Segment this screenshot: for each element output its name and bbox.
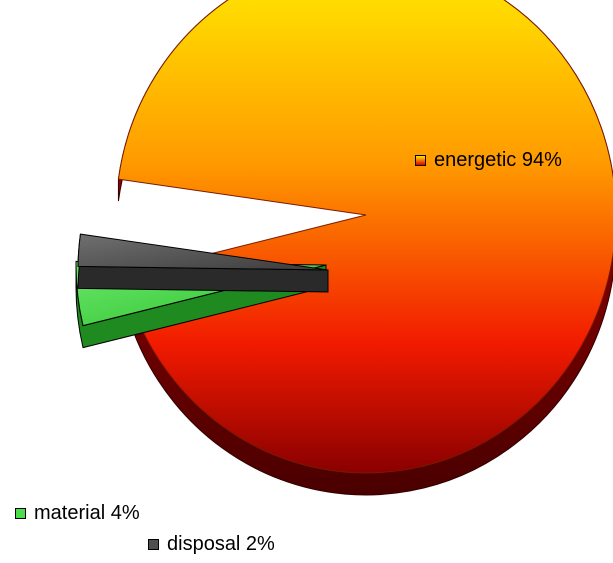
legend-swatch-energetic: [415, 155, 426, 166]
slice-label-material: material 4%: [15, 503, 140, 523]
slice-label-disposal: disposal 2%: [148, 534, 275, 554]
legend-swatch-disposal: [148, 539, 159, 550]
slice-label-energetic: energetic 94%: [415, 150, 562, 170]
slice-label-material-text: material 4%: [34, 503, 140, 523]
slice-label-disposal-text: disposal 2%: [167, 534, 275, 554]
slice-label-energetic-text: energetic 94%: [434, 150, 562, 170]
legend-swatch-material: [15, 508, 26, 519]
